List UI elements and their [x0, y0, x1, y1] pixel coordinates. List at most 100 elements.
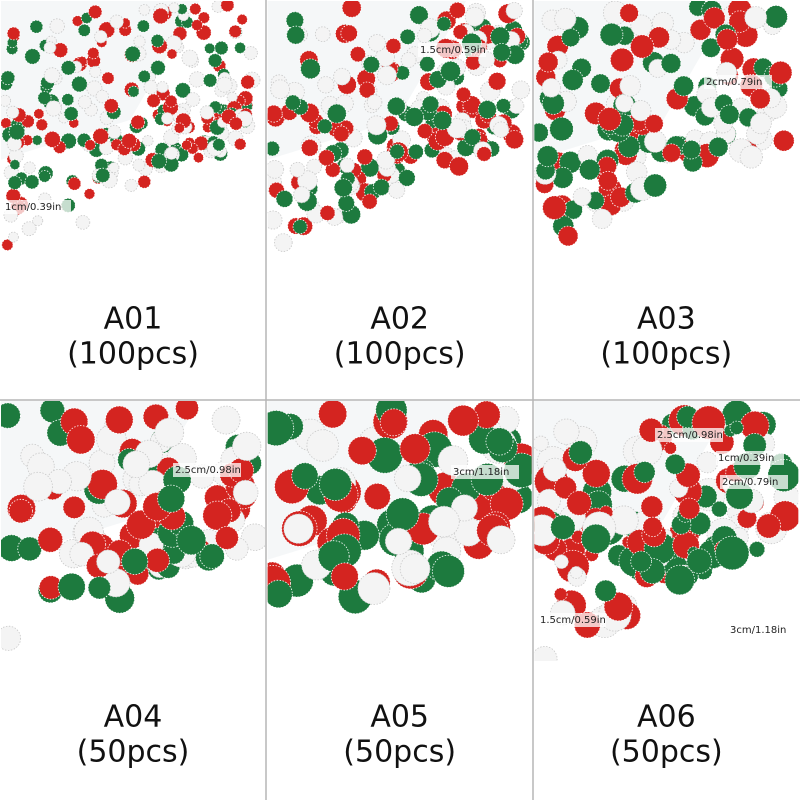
pom-pom [228, 24, 242, 39]
pom-pom [432, 110, 453, 131]
pom-pom [541, 78, 562, 98]
pom-pom [174, 82, 191, 99]
pom-pom [300, 58, 321, 80]
pom-pom [597, 156, 617, 177]
pom-pom [152, 7, 169, 25]
labels: 1cm/0.39inA01(100pcs)1.5cm/0.59inA02(100… [3, 43, 796, 770]
pom-pom [700, 37, 721, 58]
pom-pom [37, 90, 52, 105]
size-label: 1cm/0.39in [718, 453, 774, 464]
pom-pom [440, 60, 461, 82]
pom-pom [214, 526, 239, 550]
pom-pom [768, 60, 793, 85]
pom-pom [579, 158, 601, 181]
pom-pom [234, 42, 247, 54]
piece-count: (100pcs) [334, 337, 466, 372]
pom-pom [572, 187, 592, 207]
pom-pom [29, 19, 44, 34]
product-code: A01 [104, 302, 163, 337]
pom-pom [347, 436, 377, 466]
pom-pom [436, 16, 452, 32]
size-label-bg [3, 200, 71, 214]
pom-pom [300, 139, 319, 157]
pom-pom [366, 94, 383, 110]
pom-pom [124, 178, 138, 192]
pom-pom [243, 46, 258, 61]
pom-pom [67, 176, 82, 191]
pom-pom [267, 160, 285, 179]
pom-pom [508, 98, 525, 114]
pom-pom [399, 433, 431, 465]
pom-pom [476, 146, 492, 162]
pom-pom [339, 157, 355, 173]
pom-pom [293, 186, 311, 204]
pom-pom [44, 130, 61, 148]
pom-pom [324, 162, 341, 178]
pom-pom [37, 526, 64, 553]
pom-pom [358, 81, 376, 99]
pom-pom [599, 22, 624, 47]
pom-pom [45, 100, 62, 117]
pom-pom [377, 65, 397, 86]
pom-pom [553, 587, 568, 602]
pom-pom [150, 60, 166, 76]
pom-pom [317, 76, 335, 94]
pom-pom [1, 94, 11, 107]
pom-pom [708, 136, 729, 158]
pom-pom [202, 500, 233, 531]
pom-pom [267, 104, 283, 123]
pom-pom [130, 114, 146, 130]
pom-pom [388, 181, 406, 199]
pom-pom [289, 161, 306, 178]
pom-pom [581, 459, 611, 488]
pom-pom [273, 233, 293, 252]
pom-pom [286, 25, 306, 45]
pom-pom [314, 26, 331, 43]
pom-pom [143, 80, 159, 95]
pom-pom [142, 134, 154, 147]
pom-pom [630, 100, 652, 122]
pom-pom [229, 116, 243, 131]
pom-pom [686, 548, 713, 574]
pom-pom [349, 46, 366, 63]
pom-pom [24, 174, 40, 190]
pom-pom [127, 85, 140, 98]
pom-pom [137, 175, 152, 189]
pom-pom [389, 143, 405, 160]
pom-pom [361, 193, 378, 210]
pom-pom [38, 170, 51, 183]
photo [1, 1, 261, 251]
pom-pom [319, 205, 336, 221]
pom-pom [739, 145, 763, 169]
pom-pom [772, 129, 795, 152]
pom-pom [341, 1, 362, 18]
pom-pom [399, 28, 416, 45]
pom-pom [31, 134, 43, 146]
pom-pom [23, 471, 53, 502]
pom-pom [84, 139, 96, 151]
pom-pom [504, 130, 525, 150]
pom-pom [136, 19, 150, 33]
pom-pom [594, 579, 617, 602]
pom-pom [173, 122, 185, 134]
pom-pom [175, 401, 199, 421]
pom-pom [144, 547, 170, 573]
pom-pom [121, 132, 138, 149]
pom-pom [203, 73, 218, 88]
pom-pom [591, 208, 613, 230]
pom-pom [450, 494, 478, 522]
pom-pom [363, 482, 391, 510]
pom-pom [75, 215, 91, 230]
pom-pom [318, 401, 348, 429]
pom-pom [749, 88, 771, 110]
pom-pom [384, 527, 413, 556]
product-code: A05 [370, 700, 429, 735]
pom-pom [495, 98, 511, 114]
pom-pom [744, 6, 768, 29]
pom-pom [663, 441, 677, 455]
pom-pom [122, 450, 151, 479]
pom-pom [52, 42, 69, 58]
piece-count: (100pcs) [600, 337, 732, 372]
pom-pom [199, 105, 215, 120]
pom-pom [212, 138, 226, 152]
